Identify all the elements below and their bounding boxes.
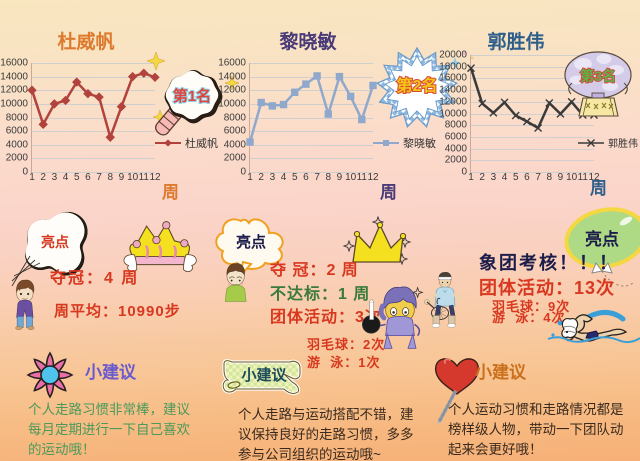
svg-text:亮点: 亮点 <box>41 234 69 250</box>
svg-text:小建议: 小建议 <box>241 366 287 384</box>
svg-text:第1名: 第1名 <box>173 87 211 105</box>
svg-text:亮点: 亮点 <box>585 229 619 249</box>
svg-text:第2名: 第2名 <box>397 76 438 95</box>
svg-text:第3名: 第3名 <box>580 68 616 84</box>
svg-text:亮点: 亮点 <box>236 233 266 251</box>
